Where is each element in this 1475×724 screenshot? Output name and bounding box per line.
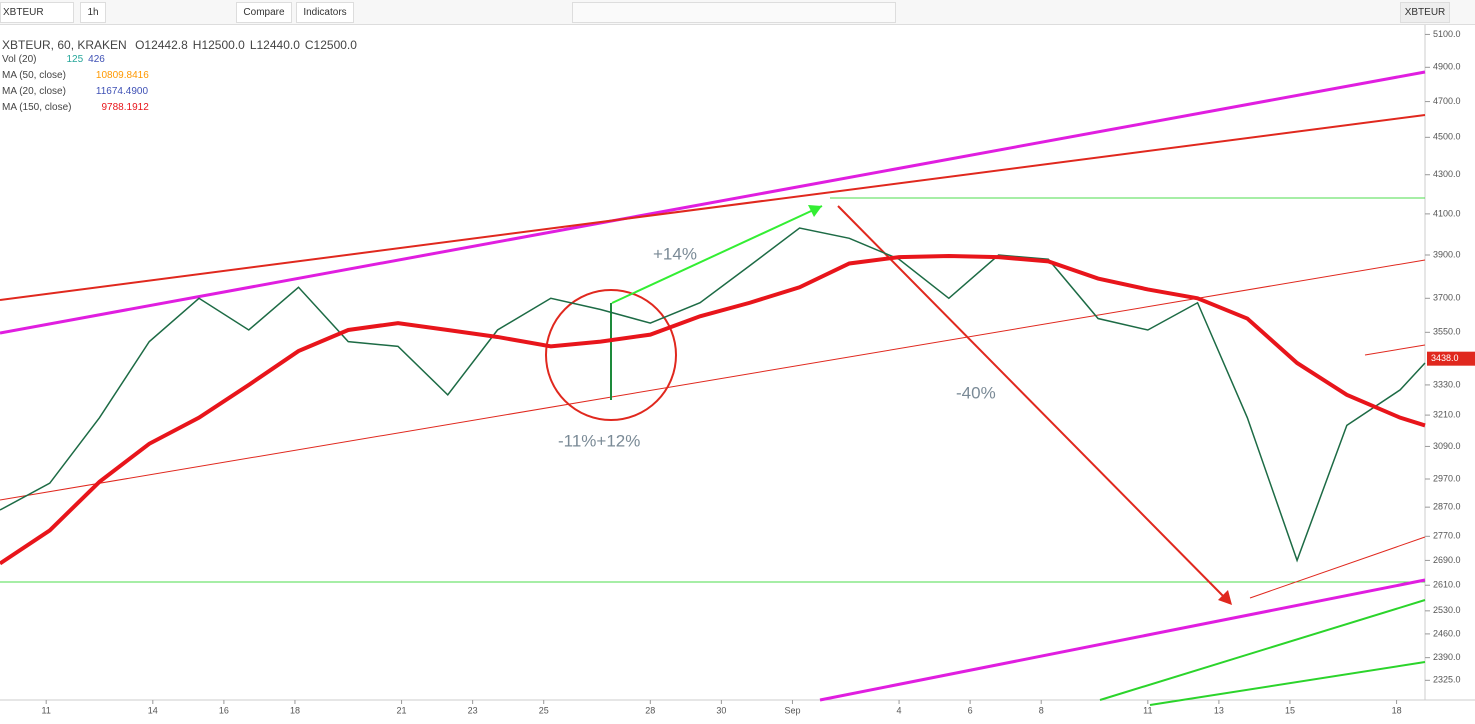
indicator-name[interactable]: MA (50, close) xyxy=(2,70,66,81)
x-tick-label: 8 xyxy=(1039,705,1044,715)
y-tick-label: 3210.0 xyxy=(1433,409,1461,419)
x-tick-label: 15 xyxy=(1285,705,1295,715)
indicator-value: 9788.1912 xyxy=(101,102,149,113)
last-price-label: 3438.0 xyxy=(1431,353,1459,363)
y-tick-label: 3330.0 xyxy=(1433,379,1461,389)
legend-row: MA (50, close) 10809.8416 xyxy=(2,70,154,81)
y-tick-label: 3700.0 xyxy=(1433,293,1461,303)
series-line xyxy=(0,254,1426,566)
legend-title: XBTEUR, 60, KRAKEN xyxy=(2,38,127,52)
x-tick-label: 23 xyxy=(468,705,478,715)
ohlc: C12500.0 xyxy=(304,38,357,52)
x-tick-label: 6 xyxy=(968,705,973,715)
y-tick-label: 4300.0 xyxy=(1433,169,1461,179)
trend-line xyxy=(1364,344,1426,356)
x-tick-label: 13 xyxy=(1214,705,1224,715)
y-tick-label: 4700.0 xyxy=(1433,96,1461,106)
indicator-value: 426 xyxy=(88,54,105,65)
y-tick-label: 2610.0 xyxy=(1433,580,1461,590)
x-tick-label: 30 xyxy=(716,705,726,715)
y-tick-label: 2325.0 xyxy=(1433,675,1461,685)
drawing-tools[interactable] xyxy=(572,2,896,23)
y-tick-label: 3900.0 xyxy=(1433,249,1461,259)
x-tick-label: 18 xyxy=(1392,705,1402,715)
arrow-head xyxy=(808,205,822,217)
symbol-tab[interactable]: XBTEUR xyxy=(1400,2,1450,23)
indicator-value: 125 xyxy=(66,54,84,65)
y-tick-label: 4500.0 xyxy=(1433,132,1461,142)
indicator-name[interactable]: MA (20, close) xyxy=(2,86,66,97)
annotation: -40% xyxy=(956,383,996,402)
legend-row: MA (150, close) 9788.1912 xyxy=(2,102,154,113)
legend-row: Vol (20) 125 426 xyxy=(2,54,110,65)
drawings xyxy=(0,70,1426,706)
ohlc: O12442.8 xyxy=(135,38,188,52)
x-tick-label: 25 xyxy=(539,705,549,715)
last-price-tag xyxy=(1427,351,1475,366)
legend-main: XBTEUR, 60, KRAKEN O12442.8 H12500.0 L1244… xyxy=(2,38,362,52)
x-tick-label: 14 xyxy=(148,705,158,715)
y-tick-label: 2870.0 xyxy=(1433,502,1461,512)
circle xyxy=(545,289,677,421)
y-tick-label: 2530.0 xyxy=(1433,605,1461,615)
compare-button[interactable]: Compare xyxy=(236,2,292,23)
trend-line xyxy=(819,578,1426,702)
trend-line xyxy=(1249,536,1426,599)
toolbar: XBTEUR 1h Compare Indicators XBTEUR xyxy=(0,0,1475,25)
indicator-value: 11674.4900 xyxy=(95,86,149,97)
x-tick-label: 16 xyxy=(219,705,229,715)
y-tick-label: 2390.0 xyxy=(1433,652,1461,662)
y-tick-label: 2460.0 xyxy=(1433,628,1461,638)
y-tick-label: 2690.0 xyxy=(1433,555,1461,565)
y-tick-label: 4100.0 xyxy=(1433,208,1461,218)
ohlc: H12500.0 xyxy=(192,38,245,52)
x-tick-label: Sep xyxy=(784,705,800,715)
legend-row: MA (20, close) 11674.4900 xyxy=(2,86,153,97)
indicators-button[interactable]: Indicators xyxy=(296,2,354,23)
x-tick-label: 28 xyxy=(645,705,655,715)
y-tick-label: 4900.0 xyxy=(1433,62,1461,72)
y-tick-label: 3090.0 xyxy=(1433,441,1461,451)
ohlc: L12440.0 xyxy=(249,38,300,52)
arrow-head xyxy=(1218,590,1232,605)
x-tick-label: 4 xyxy=(897,705,902,715)
y-tick-label: 3550.0 xyxy=(1433,327,1461,337)
annotation: +14% xyxy=(653,244,697,263)
y-tick-label: 5100.0 xyxy=(1433,29,1461,39)
trend-line xyxy=(1149,661,1426,706)
trend-line xyxy=(0,259,1426,501)
arrow xyxy=(837,205,1229,602)
indicator-name[interactable]: MA (150, close) xyxy=(2,102,72,113)
trend-line xyxy=(1099,599,1426,701)
indicator-value: 10809.8416 xyxy=(95,70,149,81)
x-tick-label: 18 xyxy=(290,705,300,715)
arrow xyxy=(611,205,823,304)
interval-button[interactable]: 1h xyxy=(80,2,106,23)
y-tick-label: 2770.0 xyxy=(1433,531,1461,541)
annotation: -11%+12% xyxy=(558,431,640,450)
symbol-field[interactable]: XBTEUR xyxy=(0,2,74,23)
trend-line xyxy=(0,114,1426,301)
trend-line xyxy=(0,70,1426,335)
indicator-name[interactable]: Vol (20) xyxy=(2,54,37,65)
x-tick-label: 11 xyxy=(1143,705,1152,715)
x-tick-label: 11 xyxy=(42,705,51,715)
x-tick-label: 21 xyxy=(397,705,407,715)
series-line xyxy=(0,227,1426,563)
y-tick-label: 2970.0 xyxy=(1433,473,1461,483)
